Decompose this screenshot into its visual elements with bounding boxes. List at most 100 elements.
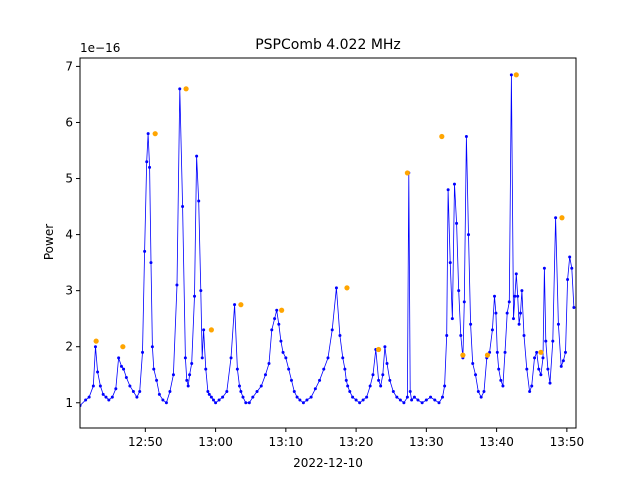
y-axis-label: Power bbox=[42, 224, 56, 260]
data-point bbox=[199, 289, 203, 293]
data-point bbox=[148, 165, 152, 169]
data-point bbox=[495, 350, 499, 354]
data-point bbox=[221, 395, 225, 399]
data-point bbox=[450, 317, 454, 321]
data-point bbox=[98, 384, 102, 388]
data-point bbox=[420, 401, 424, 405]
data-point bbox=[556, 322, 560, 326]
data-point bbox=[195, 154, 199, 158]
data-point bbox=[183, 356, 187, 360]
peak-marker bbox=[208, 327, 214, 333]
data-point bbox=[541, 356, 545, 360]
data-point bbox=[251, 395, 255, 399]
data-point bbox=[292, 390, 296, 394]
data-point bbox=[175, 283, 179, 287]
x-tick-label: 12:50 bbox=[128, 435, 163, 449]
data-point bbox=[348, 390, 352, 394]
data-point bbox=[471, 362, 475, 366]
data-point bbox=[344, 378, 348, 382]
data-point bbox=[168, 390, 172, 394]
data-point bbox=[346, 384, 350, 388]
data-point bbox=[410, 398, 414, 402]
peak-marker bbox=[93, 338, 99, 344]
peak-marker bbox=[559, 215, 565, 221]
plot-frame bbox=[79, 57, 577, 429]
data-point bbox=[379, 384, 383, 388]
data-point bbox=[326, 356, 330, 360]
data-point bbox=[150, 345, 154, 349]
x-tick-label: 13:20 bbox=[339, 435, 374, 449]
data-point bbox=[503, 350, 507, 354]
x-axis-label: 2022-12-10 bbox=[293, 456, 363, 470]
data-point bbox=[566, 277, 570, 281]
data-point bbox=[204, 367, 208, 371]
data-point bbox=[358, 401, 362, 405]
data-point bbox=[171, 373, 175, 377]
y-tick-label: 5 bbox=[65, 172, 73, 186]
peak-marker bbox=[120, 344, 126, 350]
data-point bbox=[368, 384, 372, 388]
data-point bbox=[343, 367, 347, 371]
data-point bbox=[361, 398, 365, 402]
peak-marker bbox=[460, 352, 466, 358]
data-point bbox=[539, 373, 543, 377]
data-point bbox=[537, 367, 541, 371]
peak-marker bbox=[279, 307, 285, 313]
data-point bbox=[209, 395, 213, 399]
data-point bbox=[143, 249, 147, 253]
data-point bbox=[513, 294, 517, 298]
data-point bbox=[385, 362, 389, 366]
data-point bbox=[128, 384, 132, 388]
data-point bbox=[452, 182, 456, 186]
data-point bbox=[381, 373, 385, 377]
data-point bbox=[494, 311, 498, 315]
data-point bbox=[309, 395, 313, 399]
data-point bbox=[91, 384, 95, 388]
data-point bbox=[482, 390, 486, 394]
data-point bbox=[279, 339, 283, 343]
x-tick-label: 13:00 bbox=[198, 435, 233, 449]
data-point bbox=[424, 398, 428, 402]
data-point bbox=[457, 289, 461, 293]
data-point bbox=[247, 401, 251, 405]
data-point bbox=[207, 392, 211, 396]
data-point bbox=[371, 373, 375, 377]
data-point bbox=[563, 350, 567, 354]
data-point bbox=[351, 395, 355, 399]
data-point bbox=[559, 364, 563, 368]
data-point bbox=[267, 362, 271, 366]
data-point bbox=[239, 390, 243, 394]
data-point bbox=[365, 395, 369, 399]
x-tick-label: 13:30 bbox=[409, 435, 444, 449]
data-point bbox=[462, 300, 466, 304]
data-point bbox=[511, 317, 515, 321]
data-point bbox=[244, 401, 248, 405]
data-point bbox=[516, 294, 520, 298]
peak-marker bbox=[513, 72, 519, 78]
data-point bbox=[157, 392, 161, 396]
data-point bbox=[263, 373, 267, 377]
data-point bbox=[181, 205, 185, 209]
data-point bbox=[318, 378, 322, 382]
data-point bbox=[164, 401, 168, 405]
x-tick-label: 13:10 bbox=[269, 435, 304, 449]
data-point bbox=[237, 384, 241, 388]
peak-marker bbox=[404, 170, 410, 176]
data-point bbox=[229, 356, 233, 360]
data-point bbox=[275, 308, 279, 312]
data-point bbox=[122, 367, 126, 371]
y-tick-label: 4 bbox=[65, 228, 73, 242]
chart-title: PSPComb 4.022 MHz bbox=[255, 37, 401, 53]
y-tick-label: 2 bbox=[65, 340, 73, 354]
data-point bbox=[188, 373, 192, 377]
peak-marker bbox=[484, 352, 491, 358]
data-point bbox=[313, 387, 317, 391]
data-point bbox=[542, 266, 546, 270]
data-point bbox=[416, 398, 420, 402]
y-scale-label: 1e−16 bbox=[80, 41, 120, 55]
data-point bbox=[287, 367, 291, 371]
data-point bbox=[383, 345, 387, 349]
y-tick-label: 7 bbox=[65, 59, 73, 73]
data-point bbox=[493, 294, 497, 298]
